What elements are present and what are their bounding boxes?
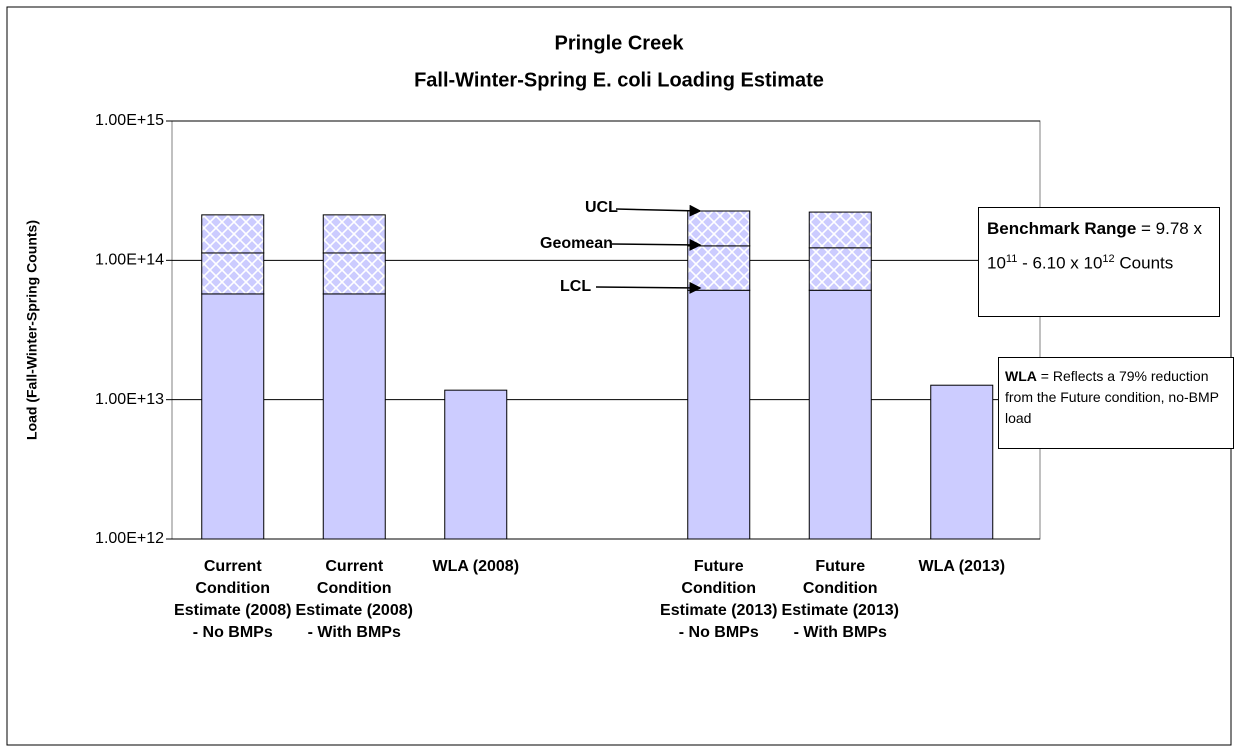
y-tick-label: 1.00E+14 [95,252,164,269]
bar-segment [444,389,508,540]
y-tick-label: 1.00E+12 [95,530,164,547]
benchmark-text: Counts [1114,253,1174,273]
annotation: LCL [560,278,591,295]
x-tick-label: WLA (2008) [432,558,520,575]
bar-segment [322,293,386,540]
bar-segment [687,245,751,291]
arrow [595,281,702,294]
benchmark-exp: 12 [1102,253,1115,265]
bar-segment [808,247,872,291]
benchmark-box: Benchmark Range = 9.78 x 1011 - 6.10 x 1… [978,207,1220,317]
chart-title: Fall-Winter-Spring E. coli Loading Estim… [414,69,824,91]
bar-segment [201,293,265,540]
bar-segment [322,252,386,295]
bar-segment [687,210,751,247]
bar-segment [322,214,386,254]
y-tick-label: 1.00E+13 [95,391,164,408]
benchmark-label: Benchmark Range [987,219,1137,238]
wla-box: WLA = Reflects a 79% reduction from the … [998,357,1234,449]
bar-segment [201,252,265,295]
annotation: UCL [585,199,618,216]
benchmark-text: - 6.10 x 10 [1017,253,1103,273]
x-tick-label: Current Condition Estimate (2008) - No B… [174,558,292,641]
wla-label: WLA [1005,368,1037,384]
chart-title: Pringle Creek [555,32,685,54]
arrow [611,238,702,251]
annotation: Geomean [540,235,613,252]
bar-segment [201,214,265,254]
arrow [615,204,702,217]
x-tick-label: WLA (2013) [918,558,1006,575]
bar-segment [930,384,994,540]
y-axis-label: Load (Fall-Winter-Spring Counts) [24,220,40,440]
wla-text: = Reflects a 79% reduction from the Futu… [1005,368,1219,426]
x-tick-label: Future Condition Estimate (2013) - With … [781,558,899,641]
bar-segment [687,289,751,540]
x-tick-label: Current Condition Estimate (2008) - With… [295,558,413,641]
benchmark-exp: 11 [1005,253,1018,265]
y-tick-label: 1.00E+15 [95,112,164,129]
x-tick-label: Future Condition Estimate (2013) - No BM… [660,558,778,641]
bar-segment [808,289,872,540]
bar-segment [808,211,872,249]
benchmark-text: = 9.78 x 10 [987,219,1202,273]
